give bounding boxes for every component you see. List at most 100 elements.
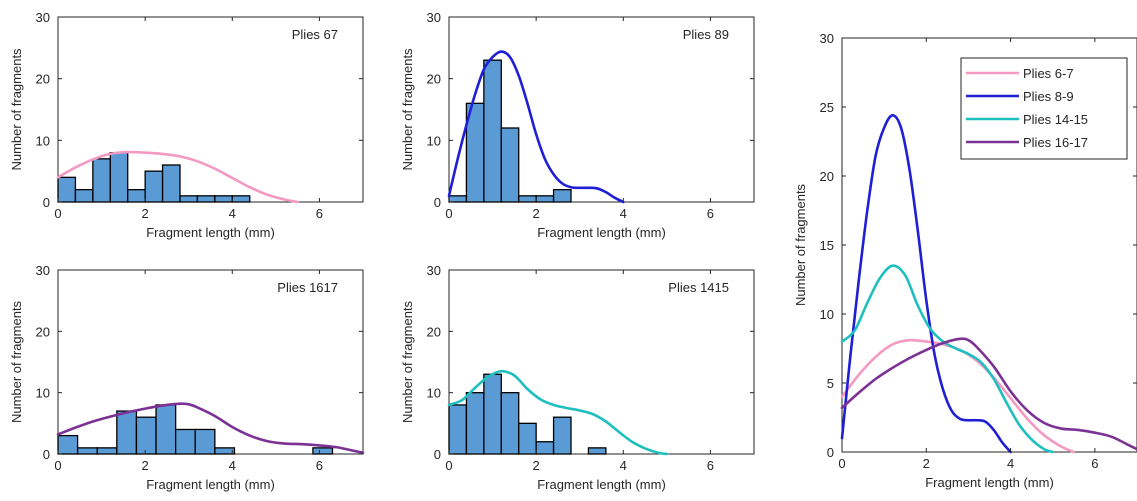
y-tick-label: 10 [36,386,50,401]
histogram-bar [57,176,77,203]
histogram-bar [135,416,157,455]
x-axis-label: Fragment length (mm) [925,475,1054,490]
legend-label: Plies 16-17 [1023,135,1088,150]
y-tick-label: 0 [43,447,50,462]
x-axis-label: Fragment length (mm) [537,225,666,240]
x-tick-label: 6 [707,458,714,473]
x-tick-label: 4 [620,206,627,221]
histogram-bar [535,195,555,203]
y-tick-label: 20 [427,324,441,339]
legend: Plies 6-7 Plies 8-9 Plies 14-15 Plies 16-17 [960,57,1128,160]
y-tick-label: 5 [827,376,834,391]
panel-title: Plies 89 [683,27,729,42]
histogram-bar [127,189,146,203]
histogram-bar [155,404,177,455]
y-tick-label: 20 [36,72,50,87]
series-line-2 [840,264,1055,454]
y-tick-label: 0 [434,447,441,462]
histogram-bar [161,164,181,203]
fit-curve [56,402,365,455]
x-tick-label: 2 [142,206,149,221]
histogram-bar [465,392,485,455]
chart-panel-3: 0 2 4 6 0 10 20 30 Fragment length (mm) Number of… [9,263,365,492]
y-tick-label: 30 [36,263,50,278]
y-axis-label: Number of fragments [9,48,24,171]
y-tick-label: 0 [434,195,441,210]
histogram-bar [92,158,111,203]
y-tick-label: 10 [427,386,441,401]
histogram-bar [76,447,98,455]
fit-curve [447,50,625,204]
histogram-bar [196,195,216,203]
x-tick-label: 2 [923,456,930,471]
x-tick-label: 2 [142,458,149,473]
x-tick-label: 2 [533,458,540,473]
y-tick-label: 15 [820,238,834,253]
y-tick-label: 10 [36,133,50,148]
y-tick-label: 20 [36,324,50,339]
histogram-bar [144,170,164,203]
x-tick-label: 0 [54,206,61,221]
chart-panel-5: 0 2 4 6 0 5 10 15 20 25 30 Fragment length (mm) Numb… [793,31,1137,490]
histogram-bar [552,416,572,455]
y-tick-label: 20 [820,169,834,184]
histogram-bar [448,404,468,455]
panel-title: Plies 1415 [668,280,729,295]
y-tick-label: 10 [820,307,834,322]
chart-panel-4: 0 2 4 6 0 10 20 30 Fragment length (mm) Number of… [400,263,755,492]
x-tick-label: 4 [1007,456,1014,471]
series-line-3 [840,337,1137,451]
histogram-bar [448,195,468,203]
histogram-bar [57,434,79,455]
y-tick-label: 0 [827,445,834,460]
histogram-bar [500,127,520,203]
y-tick-label: 30 [36,10,50,25]
x-tick-label: 6 [707,206,714,221]
y-tick-label: 30 [820,31,834,46]
x-tick-label: 2 [533,206,540,221]
x-tick-label: 0 [54,458,61,473]
x-tick-label: 4 [229,458,236,473]
histogram-bar [214,447,236,455]
histogram-bar [552,189,572,203]
histogram-bar [483,373,502,455]
histogram-bar [179,195,199,203]
histogram-bar [483,59,502,203]
x-tick-label: 6 [1091,456,1098,471]
histogram-bar [231,195,251,203]
chart-panel-1: 0 2 4 6 0 10 20 30 Fragment length (mm) Number of… [9,10,364,240]
x-tick-label: 0 [445,458,452,473]
fit-curve [56,150,299,204]
histogram-bar [214,195,233,203]
histogram-bar [312,447,334,455]
x-axis-label: Fragment length (mm) [146,477,275,492]
histogram-bar [116,410,138,455]
y-tick-label: 20 [427,72,441,87]
legend-label: Plies 6-7 [1023,66,1074,81]
histogram-bar [109,152,129,203]
y-axis-label: Number of fragments [400,48,415,171]
x-axis-label: Fragment length (mm) [146,225,275,240]
histogram-bar [194,428,216,455]
histogram-bar [174,428,196,455]
histogram-bar [587,447,607,455]
x-tick-label: 4 [620,458,627,473]
series-line-1 [840,113,1012,454]
panel-title: Plies 67 [292,27,338,42]
x-tick-label: 0 [445,206,452,221]
legend-label: Plies 8-9 [1023,89,1074,104]
x-tick-label: 6 [316,458,323,473]
x-tick-label: 4 [229,206,236,221]
histogram-bar [96,447,118,455]
histogram-bar [500,392,520,455]
y-tick-label: 30 [427,10,441,25]
panel-title: Plies 1617 [277,280,338,295]
axes-box [57,269,364,455]
y-tick-label: 25 [820,100,834,115]
histogram-bar [518,422,537,455]
legend-label: Plies 14-15 [1023,112,1088,127]
histogram-bar [518,195,537,203]
y-axis-label: Number of fragments [400,300,415,423]
chart-panel-2: 0 2 4 6 0 10 20 30 Fragment length (mm) Number of… [400,10,755,240]
